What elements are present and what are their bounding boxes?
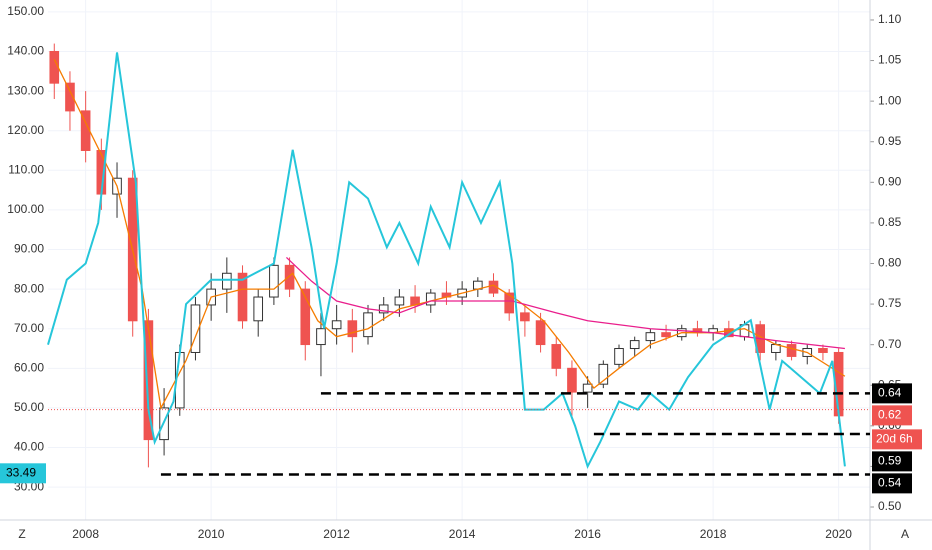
y-tick-label: 40.00	[14, 440, 44, 454]
candle-body	[567, 367, 577, 393]
y2-tick-label: 0.75	[878, 296, 902, 310]
candle-body	[237, 272, 248, 322]
y-tick-label: 150.00	[7, 4, 44, 18]
price-tag-label: 0.62	[878, 408, 902, 422]
candle-body	[551, 344, 562, 369]
candle-body	[347, 320, 358, 338]
candle-body	[253, 296, 264, 322]
y-tick-label: 120.00	[7, 123, 44, 137]
candle-body	[190, 304, 201, 353]
price-tag: 0.62	[872, 405, 912, 426]
candle-body	[65, 82, 75, 112]
price-tag-bg	[872, 405, 912, 426]
y2-tick-label: 0.70	[878, 337, 902, 351]
y-tick-label: 130.00	[7, 83, 44, 97]
y-tick-label: 70.00	[14, 321, 44, 335]
x-tick-label: 2014	[449, 527, 476, 541]
candle-body	[520, 312, 530, 322]
candle-body	[598, 363, 609, 385]
scale-button[interactable]: Z	[18, 527, 25, 541]
candle-body	[300, 288, 311, 346]
candle-body	[582, 383, 593, 393]
candle-body	[143, 320, 154, 441]
price-tag: 0.64	[872, 383, 912, 404]
candle-body	[316, 328, 326, 346]
candle-body	[818, 348, 828, 353]
countdown-label: 20d 6h	[876, 432, 913, 446]
candle-body	[645, 332, 656, 342]
y-tick-label: 50.00	[14, 400, 44, 414]
y2-tick-label: 0.85	[878, 215, 902, 229]
series-line	[285, 256, 845, 350]
price-tag-label: 0.59	[878, 454, 902, 468]
candle-body	[786, 344, 797, 357]
y-tick-label: 90.00	[14, 242, 44, 256]
price-tag-label: 0.64	[878, 386, 902, 400]
x-tick-label: 2008	[72, 527, 99, 541]
series-line	[47, 52, 846, 470]
y-tick-label: 100.00	[7, 202, 44, 216]
candle-body	[49, 50, 60, 84]
candle-body	[394, 296, 405, 306]
price-tag: 0.59	[872, 451, 912, 472]
candle-body	[504, 292, 515, 314]
price-tag-bg	[872, 383, 912, 404]
candle-body	[661, 332, 671, 338]
candle-body	[535, 320, 546, 346]
y2-tick-label: 1.05	[878, 53, 902, 67]
x-tick-label: 2018	[700, 527, 727, 541]
candle-body	[284, 264, 295, 290]
x-tick-label: 2010	[198, 527, 225, 541]
y2-tick-label: 0.50	[878, 499, 902, 513]
candle-body	[614, 348, 624, 365]
y2-tick-label: 1.00	[878, 93, 902, 107]
candle-body	[425, 292, 436, 306]
price-tag: 0.54	[872, 473, 912, 494]
candle-body	[269, 264, 279, 298]
x-tick-label: 2016	[574, 527, 601, 541]
left-price-tag-bg	[0, 463, 46, 484]
y2-tick-label: 0.90	[878, 174, 902, 188]
y-tick-label: 80.00	[14, 281, 44, 295]
price-tag-bg	[872, 451, 912, 472]
candle-body	[363, 312, 373, 338]
price-tag-label: 0.54	[878, 476, 902, 490]
price-tag-bg	[872, 473, 912, 494]
y2-tick-label: 0.80	[878, 256, 902, 270]
y-tick-label: 110.00	[8, 162, 44, 176]
y-tick-label: 60.00	[14, 360, 44, 374]
candle-body	[222, 272, 232, 290]
x-tick-label: 2020	[825, 527, 852, 541]
countdown-bg	[872, 429, 922, 450]
x-tick-label: 2012	[323, 527, 350, 541]
scale-button[interactable]: A	[901, 527, 909, 541]
candle-body	[331, 320, 342, 330]
y2-tick-label: 0.95	[878, 134, 902, 148]
left-price-tag-label: 33.49	[6, 465, 36, 479]
candle-body	[629, 340, 640, 350]
candle-body	[378, 304, 389, 314]
y2-tick-label: 1.10	[878, 12, 902, 26]
y-tick-label: 140.00	[7, 44, 44, 58]
